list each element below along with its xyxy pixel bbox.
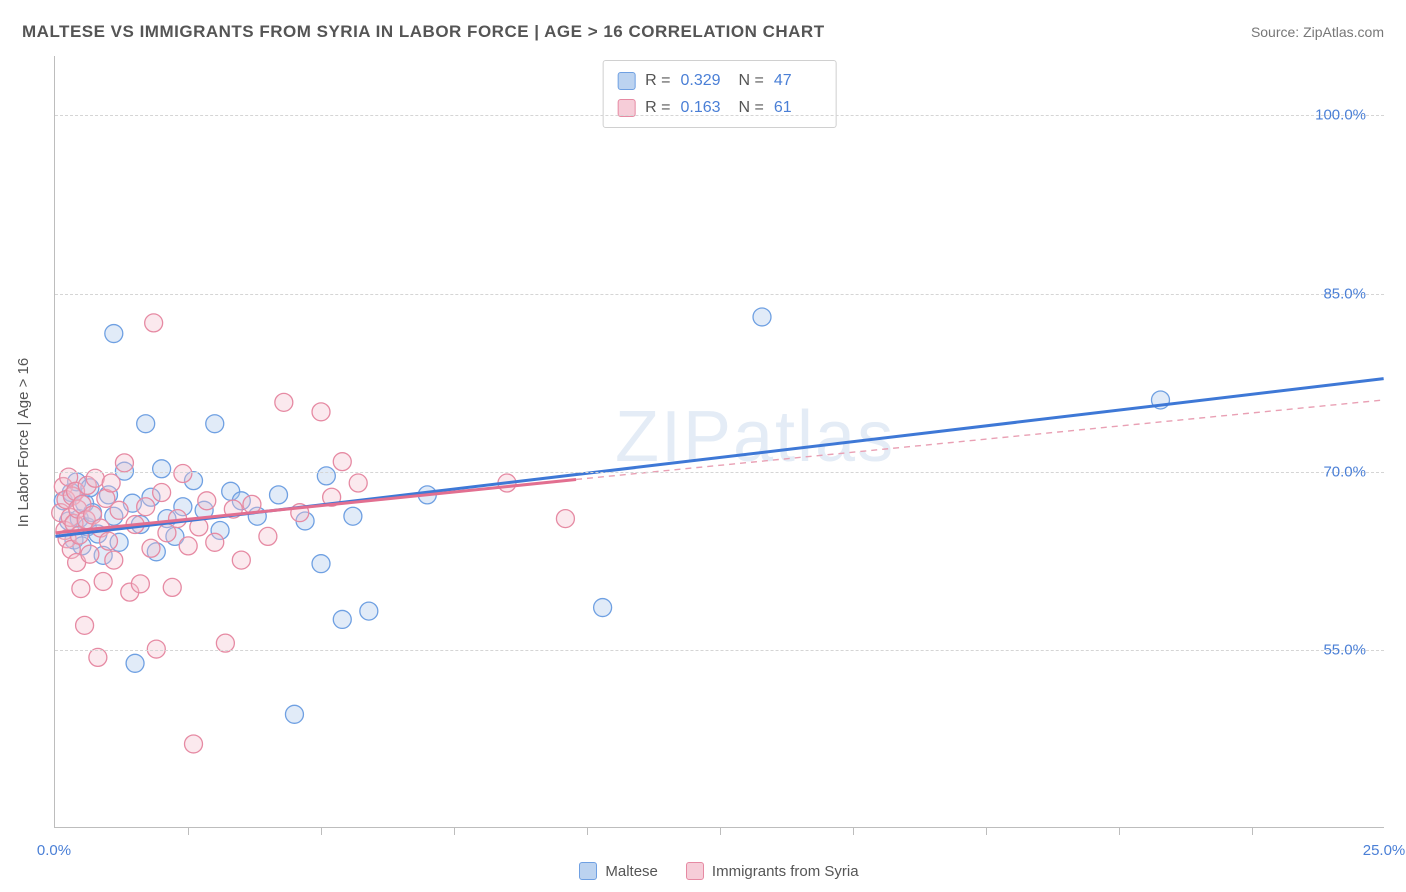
data-point-syria [102, 474, 120, 492]
data-point-syria [232, 551, 250, 569]
data-point-syria [185, 735, 203, 753]
data-point-syria [76, 616, 94, 634]
data-point-syria [100, 532, 118, 550]
data-point-syria [105, 551, 123, 569]
x-tick [454, 827, 455, 835]
data-point-syria [89, 648, 107, 666]
series-legend: Maltese Immigrants from Syria [54, 862, 1384, 880]
y-tick-label: 85.0% [1323, 285, 1366, 302]
trend-line-dash-syria [576, 400, 1384, 479]
data-point-maltese [312, 555, 330, 573]
legend-label-syria: Immigrants from Syria [712, 863, 859, 880]
data-point-syria [198, 492, 216, 510]
data-point-syria [131, 575, 149, 593]
swatch-syria [686, 862, 704, 880]
data-point-maltese [753, 308, 771, 326]
data-point-maltese [333, 610, 351, 628]
data-point-syria [94, 572, 112, 590]
gridline [55, 115, 1384, 116]
data-point-maltese [105, 325, 123, 343]
data-point-maltese [270, 486, 288, 504]
r-value-syria: 0.163 [681, 94, 729, 121]
x-tick [1119, 827, 1120, 835]
data-point-syria [349, 474, 367, 492]
swatch-maltese [579, 862, 597, 880]
x-tick [321, 827, 322, 835]
data-point-syria [153, 484, 171, 502]
gridline [55, 472, 1384, 473]
chart-svg [55, 56, 1384, 827]
legend-label-maltese: Maltese [605, 863, 658, 880]
data-point-syria [163, 578, 181, 596]
data-point-syria [312, 403, 330, 421]
y-tick-label: 70.0% [1323, 463, 1366, 480]
data-point-maltese [126, 654, 144, 672]
data-point-syria [275, 393, 293, 411]
x-tick [720, 827, 721, 835]
data-point-syria [179, 537, 197, 555]
legend-item-syria: Immigrants from Syria [686, 862, 859, 880]
plot-area: ZIPatlas R =0.329N =47R =0.163N =61 55.0… [54, 56, 1384, 828]
y-tick-label: 55.0% [1323, 641, 1366, 658]
data-point-syria [259, 527, 277, 545]
gridline [55, 650, 1384, 651]
data-point-syria [333, 453, 351, 471]
n-label: N = [739, 94, 764, 121]
legend-item-maltese: Maltese [579, 862, 658, 880]
data-point-syria [110, 501, 128, 519]
data-point-syria [142, 539, 160, 557]
data-point-maltese [317, 467, 335, 485]
data-point-maltese [285, 705, 303, 723]
data-point-syria [72, 580, 90, 598]
data-point-maltese [206, 415, 224, 433]
stats-legend-box: R = 0.329 N = 47 R = 0.163 N = 61 [602, 60, 837, 128]
swatch-maltese [617, 72, 635, 90]
data-point-syria [145, 314, 163, 332]
data-point-syria [115, 454, 133, 472]
chart-title: MALTESE VS IMMIGRANTS FROM SYRIA IN LABO… [22, 22, 825, 42]
data-point-maltese [153, 460, 171, 478]
x-tick-label: 0.0% [37, 842, 71, 859]
n-value-maltese: 47 [774, 67, 822, 94]
x-tick [986, 827, 987, 835]
r-value-maltese: 0.329 [681, 67, 729, 94]
data-point-syria [174, 465, 192, 483]
x-tick [188, 827, 189, 835]
data-point-syria [137, 498, 155, 516]
stats-row-syria: R = 0.163 N = 61 [617, 94, 822, 121]
x-tick [853, 827, 854, 835]
data-point-syria [556, 510, 574, 528]
data-point-syria [206, 533, 224, 551]
y-tick-label: 100.0% [1315, 107, 1366, 124]
x-tick-label: 25.0% [1363, 842, 1406, 859]
n-value-syria: 61 [774, 94, 822, 121]
r-label: R = [645, 94, 670, 121]
gridline [55, 294, 1384, 295]
n-label: N = [739, 67, 764, 94]
x-tick [587, 827, 588, 835]
data-point-maltese [594, 599, 612, 617]
r-label: R = [645, 67, 670, 94]
data-point-maltese [137, 415, 155, 433]
stats-row-maltese: R = 0.329 N = 47 [617, 67, 822, 94]
data-point-maltese [360, 602, 378, 620]
chart-source: Source: ZipAtlas.com [1251, 24, 1384, 40]
swatch-syria [617, 99, 635, 117]
y-axis-label: In Labor Force | Age > 16 [16, 357, 33, 526]
x-tick [1252, 827, 1253, 835]
data-point-syria [81, 545, 99, 563]
data-point-maltese [344, 507, 362, 525]
